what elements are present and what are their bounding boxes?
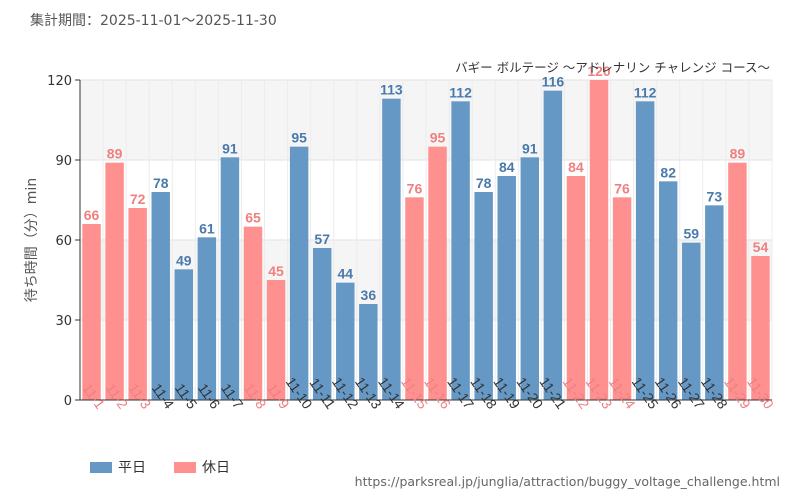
bar-value-label: 82 (660, 164, 676, 180)
bar-value-label: 120 (587, 63, 611, 79)
legend-label-holiday: 休日 (202, 460, 230, 476)
bar[interactable] (751, 256, 770, 400)
bar[interactable] (405, 197, 424, 400)
bar-value-label: 78 (153, 175, 169, 191)
period-label: 集計期間：2025-11-01～2025-11-30 (30, 13, 277, 29)
y-tick-label: 120 (47, 74, 72, 89)
value-labels: 66 89 72 78 49 61 91 65 45 95 57 44 36 113 76 95 112 78 84… (84, 63, 769, 303)
bar-value-label: 76 (407, 180, 423, 196)
bar-value-label: 66 (84, 207, 100, 223)
bar-value-label: 112 (634, 84, 657, 100)
bar-value-label: 78 (476, 175, 492, 191)
bar[interactable] (497, 176, 516, 400)
bar[interactable] (128, 208, 147, 400)
bar-value-label: 57 (314, 231, 330, 247)
bar[interactable] (312, 248, 332, 400)
bar[interactable] (635, 101, 655, 400)
bar[interactable] (266, 280, 286, 400)
bar[interactable] (451, 101, 470, 400)
bar[interactable] (105, 162, 124, 400)
bar-value-label: 91 (522, 140, 538, 156)
bar-value-label: 65 (245, 210, 261, 226)
bar-value-label: 61 (199, 220, 215, 236)
bar[interactable] (220, 157, 240, 400)
legend: 平日 休日 (90, 457, 230, 477)
legend-item-holiday[interactable]: 休日 (174, 457, 230, 477)
bar[interactable] (174, 269, 194, 400)
bar[interactable] (359, 304, 378, 400)
bar-value-label: 113 (380, 82, 403, 98)
legend-swatch-weekday (90, 461, 112, 473)
bar-value-label: 72 (130, 191, 146, 207)
bar-value-label: 49 (176, 252, 192, 268)
bar[interactable] (243, 226, 263, 400)
bar[interactable] (289, 146, 309, 400)
bar-value-label: 73 (707, 188, 723, 204)
bar[interactable] (658, 181, 678, 400)
bar-value-label: 91 (222, 140, 238, 156)
bar-value-label: 95 (430, 130, 446, 146)
bar-value-label: 76 (614, 180, 630, 196)
legend-swatch-holiday (174, 461, 196, 473)
y-tick-label: 0 (64, 394, 72, 409)
bar[interactable] (428, 146, 447, 400)
bar[interactable] (612, 197, 632, 400)
y-tick-label: 30 (55, 314, 72, 329)
bar[interactable] (151, 192, 170, 400)
y-tick-labels: 0 30 60 90 120 (47, 74, 72, 409)
bar[interactable] (382, 98, 401, 401)
bar-value-label: 54 (753, 239, 769, 255)
y-tick-label: 90 (55, 154, 72, 169)
bar-value-label: 44 (337, 266, 353, 282)
bar[interactable] (728, 162, 747, 400)
bar-value-label: 95 (291, 130, 307, 146)
bar[interactable] (520, 157, 540, 400)
bar-value-label: 112 (449, 84, 472, 100)
legend-item-weekday[interactable]: 平日 (90, 457, 146, 477)
bar-value-label: 89 (107, 146, 123, 162)
bar[interactable] (197, 237, 217, 400)
bar-value-label: 45 (268, 263, 284, 279)
bars (82, 80, 770, 401)
bar[interactable] (566, 176, 586, 400)
bar[interactable] (336, 282, 355, 400)
source-url[interactable]: https://parksreal.jp/junglia/attraction/… (354, 474, 780, 489)
bar[interactable] (82, 224, 101, 400)
bar-value-label: 59 (683, 226, 699, 242)
bar-value-label: 84 (568, 159, 584, 175)
chart-title: バギー ボルテージ ～アドレナリン チャレンジ コース～ (455, 60, 770, 75)
bar-value-label: 84 (499, 159, 515, 175)
y-tick-label: 60 (55, 234, 72, 249)
y-axis-label: 待ち時間（分）min (24, 178, 40, 302)
bar-value-label: 116 (542, 74, 565, 90)
bar[interactable] (705, 205, 724, 400)
legend-label-weekday: 平日 (118, 460, 146, 476)
bar-value-label: 36 (361, 287, 377, 303)
bar[interactable] (474, 192, 493, 400)
bar[interactable] (682, 242, 701, 400)
bar-value-label: 89 (730, 146, 746, 162)
bar[interactable] (543, 90, 563, 401)
axes (75, 79, 772, 401)
bar[interactable] (589, 80, 609, 400)
